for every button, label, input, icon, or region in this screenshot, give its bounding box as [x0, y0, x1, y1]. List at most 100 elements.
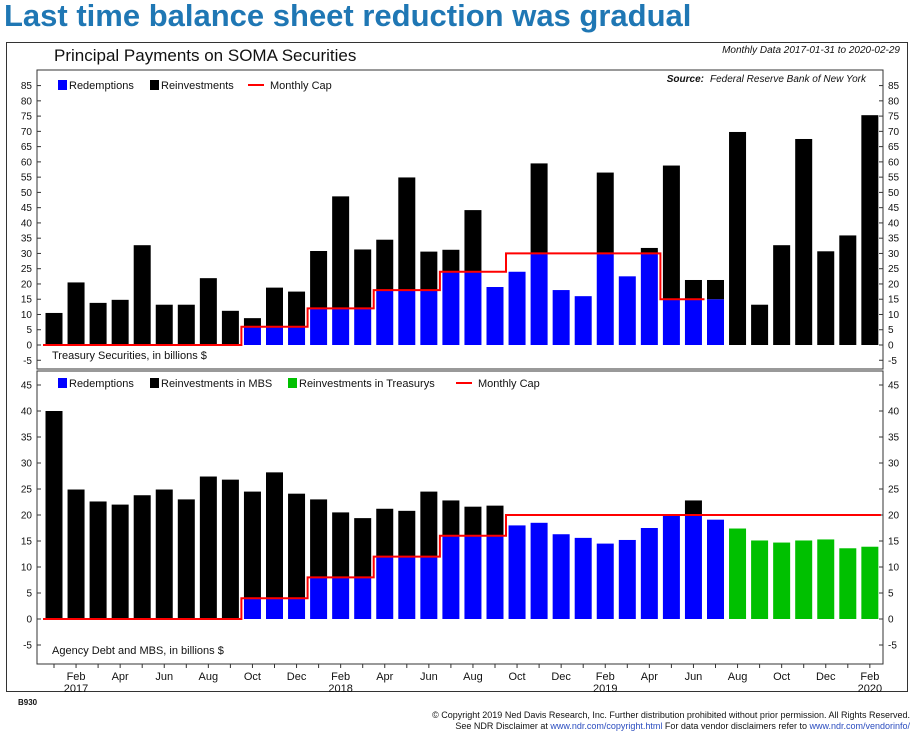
bar-redemptions [376, 290, 394, 345]
legend-swatch [150, 378, 159, 388]
legend-label: Redemptions [69, 80, 134, 92]
y-tick-label-left: 70 [21, 127, 33, 138]
bar-redemptions [420, 290, 438, 345]
bar-reinvestments [266, 287, 283, 327]
y-tick-label-right: 0 [888, 615, 894, 626]
bar-reinvestments [376, 239, 394, 291]
bar-reinvestments-in-mbs [354, 518, 372, 578]
y-tick-label-right: 5 [888, 325, 894, 336]
bar-redemptions [530, 522, 548, 619]
x-month-label: Feb [596, 671, 615, 683]
bar-reinvestments [640, 247, 658, 254]
bar-redemptions [508, 271, 526, 345]
panel-1-frame [36, 69, 884, 370]
y-tick-label-right: 15 [888, 295, 900, 306]
bar-reinvestments [288, 291, 306, 327]
y-tick-label-left: 5 [26, 589, 32, 600]
y-tick-label-left: 80 [21, 96, 33, 107]
y-tick-label-left: 55 [21, 173, 33, 184]
bar-reinvestments [177, 304, 195, 345]
monthly-cap-line [43, 252, 705, 346]
bar-reinvestments [398, 177, 416, 291]
bar-redemptions [508, 525, 526, 619]
bar-redemptions [442, 271, 460, 345]
y-tick-label-right: 20 [888, 511, 900, 522]
y-tick-label-right: 25 [888, 485, 900, 496]
bar-reinvestments-in-mbs [67, 489, 85, 619]
bar-redemptions [266, 326, 283, 345]
panel-label: Agency Debt and MBS, in billions $ [52, 645, 224, 657]
bar-reinvestments-in-mbs [133, 495, 151, 619]
y-tick-label-left: 20 [21, 279, 33, 290]
bar-redemptions [640, 528, 658, 619]
bar-redemptions [310, 577, 328, 619]
bar-redemptions [332, 577, 350, 619]
y-tick-label-right: 10 [888, 310, 900, 321]
bar-reinvestments [684, 279, 702, 300]
bar-redemptions [574, 296, 592, 345]
bar-redemptions [310, 308, 328, 345]
copyright-link[interactable]: www.ndr.com/copyright.html [550, 721, 663, 731]
bar-reinvestments [442, 249, 460, 272]
bar-reinvestments [89, 302, 107, 345]
x-month-label: Aug [728, 671, 748, 683]
disclaimer-note: See NDR Disclaimer at www.ndr.com/copyri… [455, 721, 910, 731]
bar-reinvestments [332, 196, 350, 309]
bar-redemptions [486, 287, 504, 345]
y-tick-label-left: 5 [26, 325, 32, 336]
y-tick-label-left: 75 [21, 112, 33, 123]
y-tick-label-left: 50 [21, 188, 33, 199]
x-month-label: Dec [816, 671, 836, 683]
bar-reinvestments [751, 304, 769, 345]
y-tick-label-left: -5 [23, 641, 32, 652]
x-year-label: 2018 [328, 683, 352, 695]
vendorinfo-link[interactable]: www.ndr.com/vendorinfo/ [809, 721, 910, 731]
bar-reinvestments [354, 249, 372, 309]
bar-redemptions [486, 535, 504, 619]
y-tick-label-left: 0 [26, 341, 32, 352]
bar-redemptions [354, 577, 372, 619]
bar-reinvestments [662, 165, 680, 300]
bar-reinvestments-in-mbs [442, 500, 460, 536]
bar-reinvestments-in-mbs [221, 479, 239, 619]
bar-reinvestments [530, 163, 548, 254]
bar-reinvestments-in-mbs [243, 491, 261, 599]
bar-reinvestments-in-mbs [464, 506, 482, 536]
y-tick-label-right: 5 [888, 589, 894, 600]
y-tick-label-right: 10 [888, 563, 900, 574]
bar-reinvestments [45, 312, 63, 345]
y-tick-label-right: 60 [888, 157, 900, 168]
chart-code: B930 [18, 698, 38, 707]
bar-reinvestments [596, 172, 614, 254]
y-tick-label-right: 35 [888, 234, 900, 245]
x-month-label: Jun [685, 671, 703, 683]
y-tick-label-left: 25 [21, 264, 33, 275]
bar-reinvestments [420, 251, 438, 291]
y-tick-label-left: 10 [21, 310, 33, 321]
bar-reinvestments [729, 131, 747, 345]
bar-reinvestments [773, 245, 791, 345]
y-tick-label-left: 20 [21, 511, 33, 522]
x-month-label: Oct [773, 671, 790, 683]
bar-redemptions [398, 290, 416, 345]
period-note: Monthly Data 2017-01-31 to 2020-02-29 [722, 45, 900, 56]
y-tick-label-left: 15 [21, 537, 33, 548]
bar-reinvestments-in-mbs [684, 500, 702, 515]
y-tick-label-right: 70 [888, 127, 900, 138]
legend-label: Reinvestments in MBS [161, 378, 272, 390]
x-month-label: Apr [376, 671, 393, 683]
bar-reinvestments [155, 304, 173, 345]
x-month-label: Oct [244, 671, 261, 683]
bar-redemptions [442, 535, 460, 619]
bar-redemptions [662, 515, 680, 619]
y-tick-label-left: 15 [21, 295, 33, 306]
bar-redemptions [354, 308, 372, 345]
bar-redemptions [552, 290, 570, 345]
bar-reinvestments [310, 250, 328, 309]
legend-label: Reinvestments [161, 80, 234, 92]
bar-reinvestments-in-mbs [398, 510, 416, 557]
x-month-label: Oct [508, 671, 525, 683]
bar-reinvestments-in-treasurys [817, 539, 835, 619]
bar-redemptions [464, 271, 482, 345]
bar-redemptions [574, 537, 592, 619]
